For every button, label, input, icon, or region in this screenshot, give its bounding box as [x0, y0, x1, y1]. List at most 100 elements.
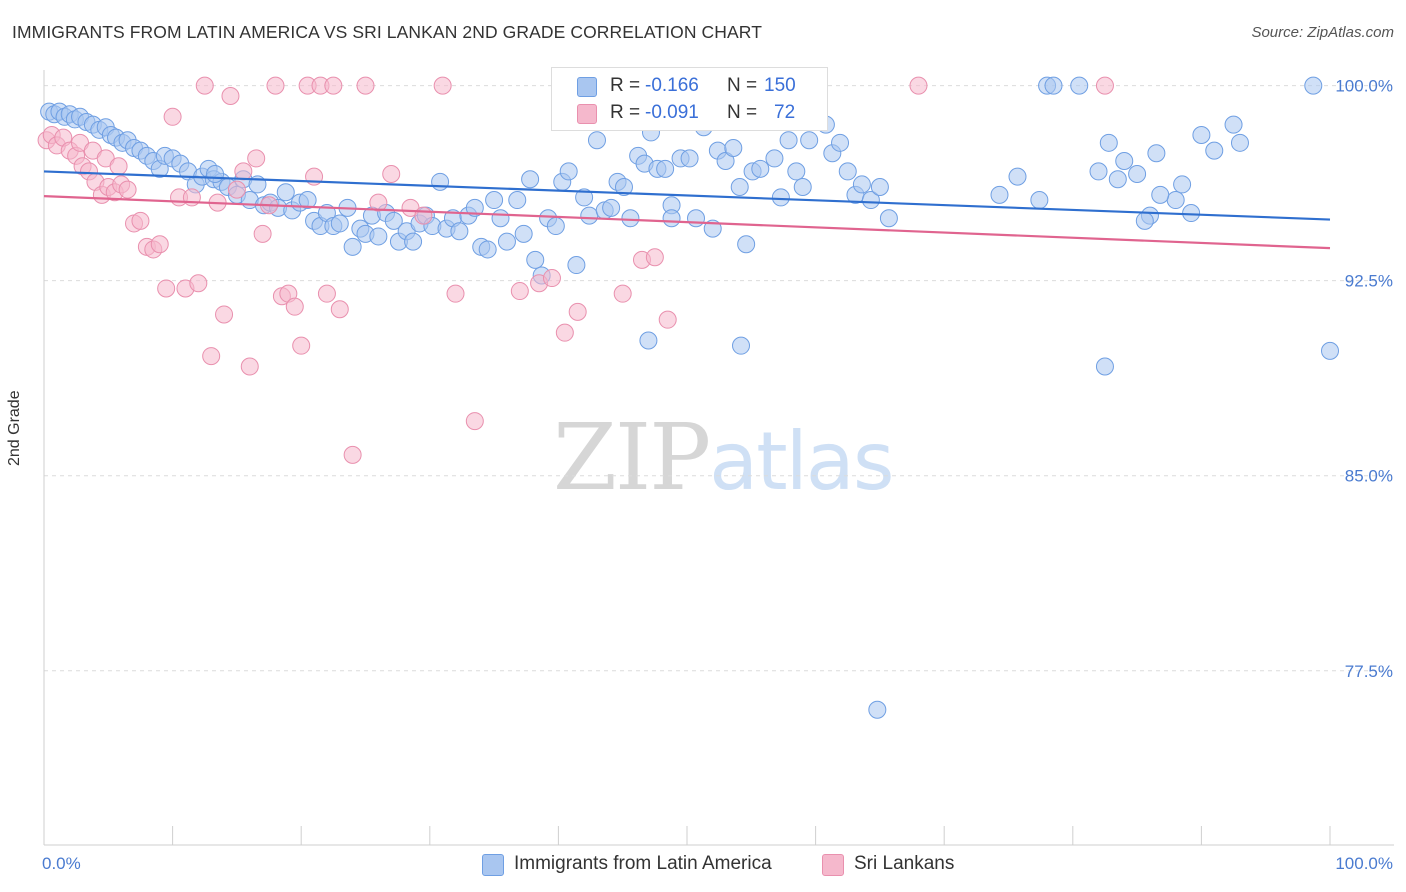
legend-label: Immigrants from Latin America: [514, 853, 772, 874]
point-latin-america: [1151, 185, 1170, 204]
n-value: 150: [764, 75, 796, 96]
point-latin-america: [990, 185, 1009, 204]
point-latin-america: [737, 235, 756, 254]
point-sri-lankans: [510, 282, 529, 301]
point-sri-lankans: [215, 305, 234, 324]
point-latin-america: [298, 191, 317, 210]
point-latin-america: [384, 211, 403, 230]
point-sri-lankans: [292, 336, 311, 355]
point-latin-america: [870, 178, 889, 197]
point-latin-america: [1008, 167, 1027, 186]
point-latin-america: [575, 188, 594, 207]
point-latin-america: [1115, 152, 1134, 171]
point-sri-lankans: [118, 180, 137, 199]
point-latin-america: [639, 331, 658, 350]
point-latin-america: [497, 232, 516, 251]
n-value: 72: [774, 102, 796, 123]
point-sri-lankans: [285, 297, 304, 316]
point-latin-america: [687, 209, 706, 228]
tick-labels: 100.0% 92.5% 85.0% 77.5% 0.0% 100.0%: [42, 77, 1393, 873]
point-sri-lankans: [247, 149, 266, 168]
point-latin-america: [861, 191, 880, 210]
point-sri-lankans: [240, 357, 259, 376]
point-latin-america: [779, 131, 798, 150]
n-label: N =: [727, 102, 758, 123]
legend-swatch-latin-america: [482, 854, 504, 876]
point-sri-lankans: [568, 302, 587, 321]
point-latin-america: [1099, 133, 1118, 152]
x-tick-label-min: 0.0%: [42, 854, 81, 873]
point-latin-america: [485, 191, 504, 210]
watermark-atlas: atlas: [709, 415, 894, 508]
point-sri-lankans: [382, 165, 401, 184]
stats-box: R = -0.166 N = 150 R = -0.091 N = 72: [551, 67, 828, 131]
point-sri-lankans: [109, 157, 128, 176]
point-latin-america: [852, 175, 871, 194]
point-latin-america: [587, 131, 606, 150]
point-latin-america: [567, 256, 586, 275]
point-sri-lankans: [324, 76, 343, 95]
point-sri-lankans: [195, 76, 214, 95]
point-latin-america: [508, 191, 527, 210]
point-latin-america: [1230, 133, 1249, 152]
y-tick-label: 92.5%: [1345, 272, 1393, 291]
point-latin-america: [765, 149, 784, 168]
point-latin-america: [1070, 76, 1089, 95]
point-latin-america: [724, 139, 743, 158]
point-latin-america: [1321, 341, 1339, 360]
point-sri-lankans: [317, 284, 336, 303]
point-sri-lankans: [465, 412, 484, 431]
point-sri-lankans: [658, 310, 677, 329]
point-sri-lankans: [266, 76, 285, 95]
point-sri-lankans: [343, 445, 362, 464]
point-sri-lankans: [163, 107, 182, 126]
point-latin-america: [206, 165, 225, 184]
point-latin-america: [838, 162, 857, 181]
point-sri-lankans: [157, 279, 176, 298]
point-latin-america: [1192, 126, 1211, 145]
point-latin-america: [369, 227, 388, 246]
point-latin-america: [276, 183, 295, 202]
point-sri-lankans: [356, 76, 375, 95]
point-latin-america: [868, 700, 887, 719]
point-latin-america: [1135, 211, 1154, 230]
r-label: R =: [610, 75, 641, 96]
point-sri-lankans: [414, 206, 433, 225]
point-sri-lankans: [202, 347, 221, 366]
point-latin-america: [662, 209, 681, 228]
y-tick-label: 100.0%: [1335, 77, 1393, 96]
point-latin-america: [580, 206, 599, 225]
r-value: -0.166: [645, 75, 699, 96]
trend-line-sri-lankans: [43, 195, 1331, 250]
stats-row-sri-lankans: R = -0.091 N = 72: [552, 101, 827, 127]
point-latin-america: [793, 178, 812, 197]
point-latin-america: [1304, 76, 1323, 95]
stats-row-latin-america: R = -0.166 N = 150: [552, 74, 827, 100]
point-sri-lankans: [369, 193, 388, 212]
point-latin-america: [1044, 76, 1063, 95]
x-tick-label-max: 100.0%: [1335, 854, 1393, 873]
y-tick-label: 85.0%: [1345, 467, 1393, 486]
point-sri-lankans: [150, 235, 169, 254]
point-sri-lankans: [542, 269, 561, 288]
point-latin-america: [478, 240, 497, 259]
watermark: ZIPatlas: [553, 404, 895, 511]
data-points: [37, 76, 1339, 719]
point-latin-america: [1224, 115, 1243, 134]
axes: [43, 70, 1394, 846]
point-sri-lankans: [221, 87, 240, 106]
r-value: -0.091: [645, 102, 699, 123]
trend-line-latin-america: [43, 170, 1331, 221]
trend-lines: [43, 170, 1331, 250]
stats-swatch-latin-america: [577, 77, 597, 97]
legend-swatch-sri-lankans: [822, 854, 844, 876]
point-sri-lankans: [234, 162, 253, 181]
point-latin-america: [680, 149, 699, 168]
point-latin-america: [450, 222, 469, 241]
point-latin-america: [656, 159, 675, 178]
point-latin-america: [514, 224, 533, 243]
legend: Immigrants from Latin America Sri Lankan…: [0, 852, 1406, 878]
stats-swatch-sri-lankans: [577, 104, 597, 124]
point-latin-america: [1089, 162, 1108, 181]
